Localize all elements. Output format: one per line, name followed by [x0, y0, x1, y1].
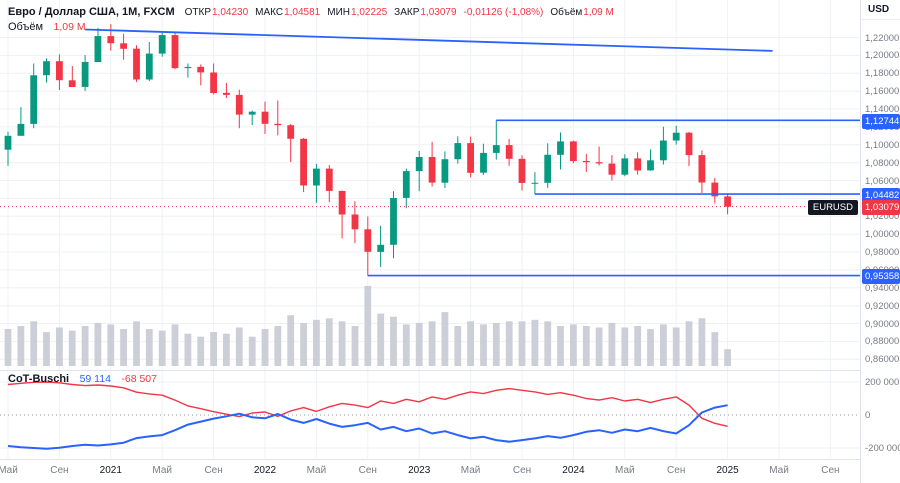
- time-axis-label: 2025: [716, 465, 739, 476]
- ohlc-field: -0,01126 (-1,08%): [457, 2, 544, 19]
- volume-bars: [4, 285, 731, 366]
- cot-tick-label: 200 000: [865, 377, 900, 388]
- symbol-title[interactable]: Евро / Доллар США, 1М, FXCM: [8, 6, 175, 18]
- volume-value: 1,09 М: [53, 21, 86, 33]
- ohlc-row: Евро / Доллар США, 1М, FXCM ОТКР1,04230 МА…: [8, 3, 614, 18]
- price-tick-label: 1,00000: [865, 229, 900, 241]
- price-tick-label: 0,98000: [865, 247, 900, 259]
- descending-trendline[interactable]: [85, 28, 773, 52]
- cot-red-line: [7, 381, 728, 427]
- price-tick-label: 1,06000: [865, 175, 900, 187]
- price-tick-label: 1,22000: [865, 32, 900, 44]
- price-tick-label: 1,02000: [865, 211, 900, 223]
- cot-legend: CoT-Buschi 59 114 -68 507: [8, 371, 157, 386]
- volume-row: Объём 1,09 М: [8, 18, 614, 33]
- cot-indicator-title[interactable]: CoT-Buschi: [8, 373, 70, 385]
- cot-blue-line: [7, 404, 728, 450]
- time-axis-label: 2023: [408, 465, 431, 476]
- price-tick-label: 0,92000: [865, 300, 900, 312]
- price-tick-label: 1,08000: [865, 157, 900, 169]
- ohlc-field-label: Объём: [550, 7, 583, 18]
- time-axis-label: Май: [0, 465, 18, 476]
- horizontal-level-lines[interactable]: [367, 119, 860, 277]
- time-axis-label: 2021: [99, 465, 122, 476]
- time-axis-label: 2024: [562, 465, 585, 476]
- time-axis-label: Сен: [50, 465, 69, 476]
- time-axis-label: Сен: [204, 465, 223, 476]
- chart-area[interactable]: Май Сен 2021 Май Сен 2022 Май Сен 2023 Май Сен 2024…: [0, 0, 860, 483]
- axis-currency-label[interactable]: USD: [861, 4, 900, 20]
- time-axis-label: Май: [769, 465, 789, 476]
- ohlc-field-label: МИН: [327, 7, 350, 18]
- chart-canvas[interactable]: [0, 0, 860, 460]
- volume-label: Объём: [8, 21, 44, 33]
- level-price-badge: 0,95358: [862, 269, 900, 285]
- ohlc-field-value: -0,01126 (-1,08%): [463, 7, 544, 18]
- ohlc-field-label: ОТКР: [184, 7, 211, 18]
- ohlc-field-value: 1,04581: [284, 7, 321, 18]
- ohlc-field: ЗАКР1,03079: [387, 2, 456, 19]
- ohlc-field-value: 1,03079: [420, 7, 457, 18]
- price-tick-label: 1,10000: [865, 139, 900, 151]
- time-axis-label: Сен: [358, 465, 377, 476]
- price-tick-label: 1,14000: [865, 104, 900, 116]
- price-tick-label: 1,16000: [865, 86, 900, 98]
- ohlc-field: МИН1,02225: [320, 2, 387, 19]
- symbol-price-tag: EURUSD: [807, 200, 858, 216]
- price-tick-label: 0,88000: [865, 336, 900, 348]
- time-axis[interactable]: Май Сен 2021 Май Сен 2022 Май Сен 2023 Май Сен 2024…: [0, 460, 860, 483]
- ohlc-field-value: 1,02225: [351, 7, 388, 18]
- price-tick-label: 0,86000: [865, 354, 900, 366]
- ohlc-field-value: 1,04230: [212, 7, 249, 18]
- time-axis-label: Май: [460, 465, 481, 476]
- price-axis[interactable]: USD 1,22000 1,20000 1,18000 1,16000 1,14000 1…: [860, 0, 900, 483]
- time-axis-label: 2022: [253, 465, 277, 476]
- candles: [4, 24, 731, 276]
- time-axis-label: Май: [306, 465, 327, 476]
- price-tick-label: 1,20000: [865, 50, 900, 62]
- symbol-legend: Евро / Доллар США, 1М, FXCM ОТКР1,04230 МА…: [8, 3, 614, 33]
- ohlc-field-label: ЗАКР: [394, 7, 420, 18]
- price-tick-label: 0,94000: [865, 282, 900, 294]
- time-axis-label: Сен: [667, 465, 686, 476]
- time-axis-label: Май: [615, 465, 635, 476]
- time-axis-label: Сен: [512, 465, 532, 476]
- grid: [0, 0, 860, 460]
- ohlc-field: МАКС1,04581: [248, 2, 320, 19]
- price-tick-label: 1,18000: [865, 68, 900, 80]
- level-price-badge: 1,04482: [862, 187, 900, 203]
- price-tick-label: 0,90000: [865, 318, 900, 330]
- ohlc-field: Объём1,09 М: [543, 2, 613, 19]
- time-axis-label: Сен: [821, 465, 840, 476]
- cot-blue-value: 59 114: [79, 373, 111, 385]
- time-axis-label: Май: [152, 465, 172, 476]
- last-price-badge: 1,03079: [862, 200, 900, 216]
- cot-tick-label: -200 000: [865, 443, 900, 454]
- ohlc-field: ОТКР1,04230: [175, 2, 249, 19]
- level-price-badge: 1,12744: [862, 113, 900, 129]
- cot-tick-label: 0: [865, 410, 871, 421]
- cot-red-value: -68 507: [121, 373, 157, 385]
- ohlc-field-label: МАКС: [255, 7, 284, 18]
- ohlc-field-value: 1,09 М: [583, 7, 614, 18]
